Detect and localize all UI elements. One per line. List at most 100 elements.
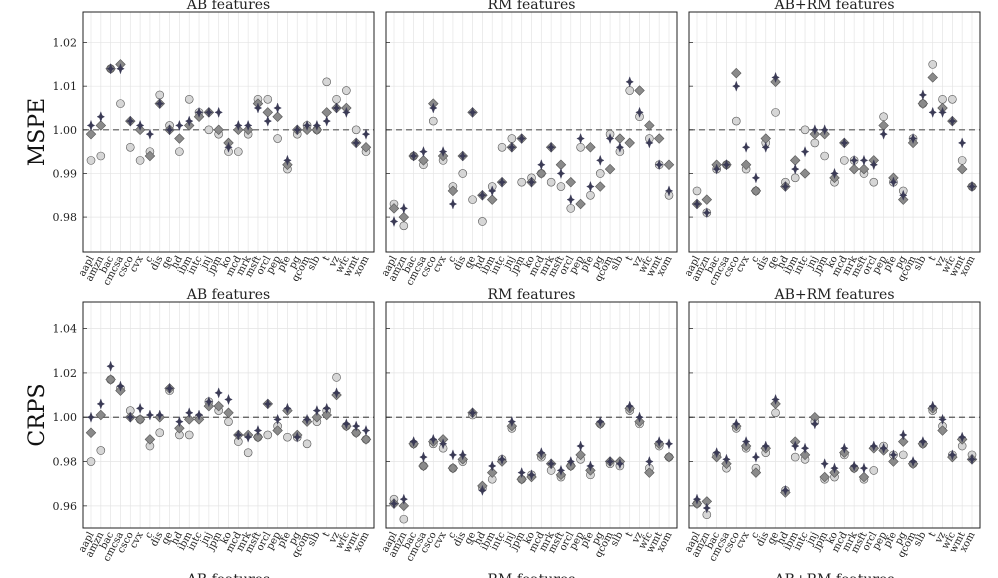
data-point-star: [692, 198, 702, 210]
data-point-star: [879, 442, 888, 454]
data-point-star: [86, 119, 96, 132]
data-point-diamond: [858, 471, 870, 483]
data-point-star: [615, 141, 625, 153]
data-point-star: [273, 413, 282, 426]
x-tick-label: ko: [219, 530, 234, 546]
data-point-star: [546, 141, 556, 153]
panel-title: AB+RM features: [773, 0, 894, 13]
data-point-diamond: [644, 120, 655, 131]
x-tick-label: slb: [912, 530, 929, 548]
data-point-circle: [458, 169, 468, 178]
data-point-circle: [810, 138, 820, 148]
data-point-star: [204, 106, 214, 118]
panel-title: AB features: [186, 287, 270, 303]
data-point-star: [165, 382, 174, 395]
data-point-diamond: [272, 425, 283, 436]
data-point-star: [342, 106, 351, 118]
x-tick-label: ko: [522, 254, 537, 270]
data-point-star: [859, 154, 869, 166]
data-point-star: [145, 409, 155, 421]
data-point-diamond: [750, 467, 762, 478]
data-point-circle: [879, 112, 888, 122]
x-tick-label: c: [446, 254, 459, 264]
data-point-star: [448, 449, 458, 461]
data-point-star: [116, 380, 125, 392]
data-point-star: [293, 124, 302, 136]
data-point-star: [586, 180, 595, 193]
data-point-star: [702, 207, 711, 219]
panel-title: RM features: [488, 287, 576, 303]
data-point-star: [253, 424, 263, 437]
panel-frame: [82, 11, 375, 253]
data-point-star: [361, 128, 371, 140]
data-point-circle: [351, 125, 361, 135]
data-point-diamond: [213, 400, 224, 412]
panel-title: AB+RM features: [773, 287, 894, 303]
data-point-star: [596, 416, 605, 428]
data-point-circle: [86, 457, 96, 466]
x-tick-label: ge: [463, 254, 479, 270]
x-tick-label: vz: [630, 530, 645, 546]
data-point-star: [155, 98, 164, 110]
data-point-diamond: [134, 414, 146, 425]
panel-mspe-rm: RM featuresaaplamznbaccmcsacscocvxcdisge…: [380, 0, 678, 287]
data-point-diamond: [418, 155, 429, 166]
data-point-circle: [273, 134, 282, 143]
x-tick-label: c: [446, 530, 459, 540]
data-point-diamond: [565, 176, 577, 188]
data-point-diamond: [321, 409, 332, 421]
data-point-circle: [478, 217, 487, 226]
data-point-star: [741, 435, 751, 448]
data-point-diamond: [418, 460, 429, 472]
x-tick-label: ge: [766, 530, 782, 546]
data-point-star: [175, 416, 184, 428]
panel-frame: [82, 301, 375, 529]
data-point-star: [849, 460, 859, 472]
data-point-circle: [840, 156, 849, 165]
y-tick-label: 1.00: [53, 411, 78, 424]
data-point-star: [135, 402, 145, 414]
data-point-star: [507, 416, 517, 428]
data-point-diamond: [927, 72, 938, 83]
panel-crps-rm: RM featuresaaplamznbaccmcsacscocvxcdisge…: [380, 287, 678, 563]
data-point-diamond: [272, 111, 283, 122]
data-point-star: [958, 137, 967, 149]
x-tick-label: c: [749, 254, 762, 264]
y-axis-label: CRPS: [25, 383, 50, 446]
data-point-star: [468, 106, 477, 118]
x-tick-label: c: [749, 530, 762, 540]
data-point-circle: [322, 77, 332, 87]
x-tick-label: t: [321, 530, 333, 539]
data-point-star: [116, 63, 125, 75]
data-point-star: [761, 440, 770, 452]
data-point-diamond: [398, 211, 410, 223]
data-point-star: [155, 409, 164, 421]
data-point-star: [478, 484, 487, 496]
data-point-star: [655, 159, 664, 171]
data-point-circle: [234, 147, 243, 156]
data-point-star: [106, 63, 115, 75]
data-point-star: [722, 159, 731, 171]
data-point-circle: [283, 432, 292, 442]
x-tick-label: t: [321, 254, 333, 263]
x-tick-label: c: [143, 530, 156, 540]
x-tick-label: slb: [306, 254, 323, 272]
data-point-star: [810, 418, 820, 430]
data-point-diamond: [95, 120, 107, 131]
data-point-circle: [263, 94, 273, 104]
data-point-star: [741, 141, 751, 153]
data-point-star: [849, 154, 859, 166]
x-tick-label: t: [624, 530, 636, 539]
data-point-star: [869, 440, 878, 452]
x-tick-label: slb: [609, 530, 626, 548]
data-point-circle: [399, 514, 409, 524]
data-point-star: [615, 458, 625, 470]
data-point-star: [399, 493, 408, 505]
bottom-panel-label: AB+RM features: [773, 572, 894, 578]
data-point-star: [145, 128, 155, 140]
data-point-star: [429, 433, 438, 445]
data-point-diamond: [663, 451, 675, 463]
data-point-circle: [625, 86, 635, 95]
panel-crps-abrm: AB+RM featuresaaplamznbaccmcsacscocvxcdi…: [683, 287, 981, 563]
